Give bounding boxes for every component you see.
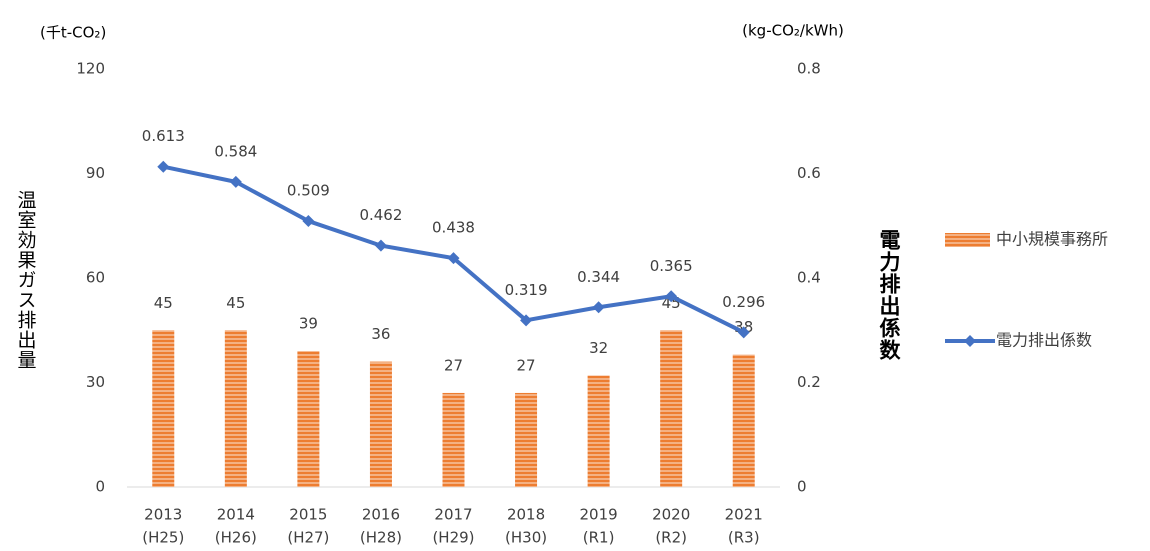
marker [520,314,533,327]
line-value-label: 0.462 [359,206,402,224]
x-tick-label: 2021 [725,506,763,524]
y-tick-label: 30 [86,373,105,391]
x-tick-label: 2018 [507,506,545,524]
y-unit: (千t-CO₂) [40,24,106,42]
marker [737,326,750,339]
y2-tick-label: 0.4 [797,269,821,287]
x-tick-label: 2019 [580,506,618,524]
bar [224,330,247,487]
bar [369,361,392,487]
bar-value-label: 27 [517,356,536,374]
bar [515,392,538,487]
y-tick-label: 60 [86,269,105,287]
y-tick-label: 90 [86,164,105,182]
bar [297,351,320,487]
y2-tick-label: 0.6 [797,164,821,182]
line-value-label: 0.344 [577,268,620,286]
bar-value-label: 39 [299,315,318,333]
legend-label: 中小規模事務所 [996,230,1108,249]
x-tick-label: (R1) [583,529,615,547]
line-value-label: 0.319 [505,281,548,299]
y2-unit: (kg-CO₂/kWh) [742,22,844,40]
bar [660,330,683,487]
marker [374,239,387,252]
line-value-label: 0.296 [722,293,765,311]
line-value-label: 0.584 [214,142,257,160]
marker [157,160,170,173]
line-value-label: 0.365 [650,257,693,275]
y-axis-label: 温室効果ガス排出量 [15,190,37,370]
line [162,164,745,335]
y-tick-label: 0 [95,478,105,496]
x-tick-label: (H29) [432,529,474,547]
x-tick-label: (H28) [360,529,402,547]
legend-swatch [945,233,990,247]
x-tick-label: (H26) [215,529,257,547]
x-tick-label: 2013 [144,506,182,524]
y-tick-label: 120 [76,60,105,78]
x-tick-label: (H25) [142,529,184,547]
legend-marker [964,335,976,347]
x-tick-label: 2020 [652,506,690,524]
marker [592,301,605,314]
y2-axis-label: 電力排出係数 [877,229,901,361]
marker [229,175,242,188]
x-tick-label: (H30) [505,529,547,547]
bar-value-label: 32 [589,339,608,357]
bar [152,330,175,487]
x-tick-label: 2015 [289,506,327,524]
line-value-label: 0.509 [287,182,330,200]
x-tick-label: 2014 [217,506,255,524]
x-tick-label: (R2) [655,529,687,547]
bar-value-label: 45 [154,294,173,312]
y2-tick-label: 0 [797,478,807,496]
bar [442,392,465,487]
y2-tick-label: 0.2 [797,373,821,391]
marker [447,252,460,265]
marker [665,290,678,303]
bar [587,375,610,487]
y2-tick-label: 0.8 [797,60,821,78]
marker [302,215,315,228]
x-tick-label: 2017 [434,506,472,524]
line-value-label: 0.438 [432,219,475,237]
bar [732,354,755,487]
bar-value-label: 45 [226,294,245,312]
bar-value-label: 27 [444,356,463,374]
x-tick-label: (R3) [728,529,760,547]
legend-label: 電力排出係数 [996,331,1092,350]
x-tick-label: (H27) [287,529,329,547]
bar-value-label: 36 [371,325,390,343]
line-value-label: 0.613 [142,127,185,145]
x-tick-label: 2016 [362,506,400,524]
